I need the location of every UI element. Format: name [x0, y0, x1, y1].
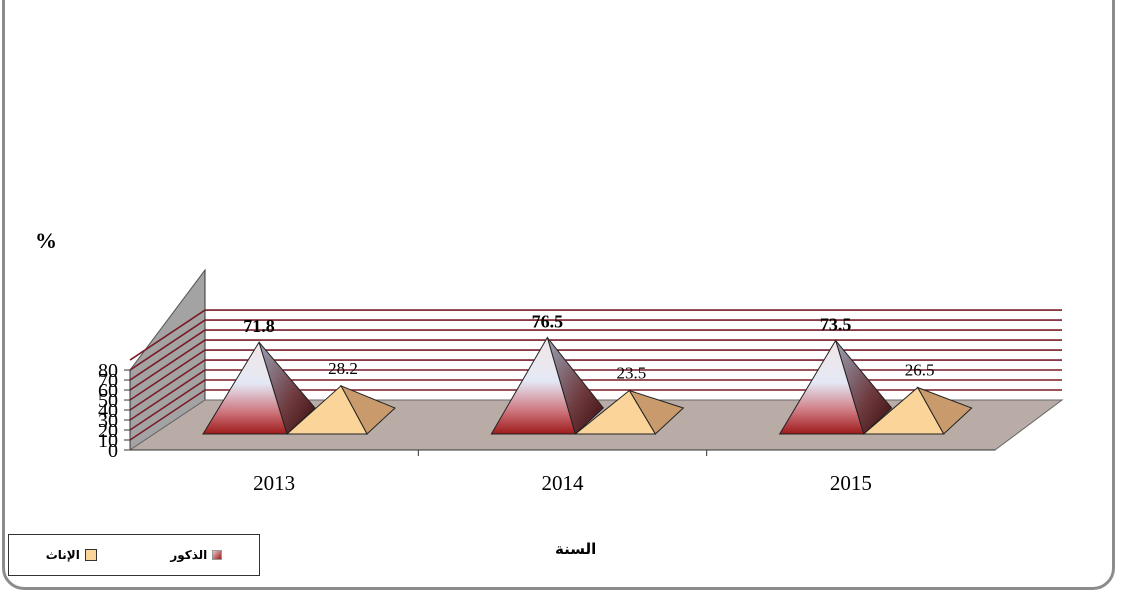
back-wall [205, 270, 1062, 400]
pyramid-female [285, 385, 368, 435]
y-tick-label: 20 [98, 420, 118, 442]
legend-item-male: الذكور [170, 548, 223, 562]
gridline-side [129, 309, 206, 361]
gridline-side [129, 389, 206, 441]
x-axis-label: السنة [555, 540, 597, 558]
data-label-male: 71.8 [243, 316, 275, 336]
data-label-male: 73.5 [820, 315, 852, 335]
y-tick-label: 40 [98, 400, 118, 422]
gridline-side [129, 339, 206, 391]
x-tick-label: 2014 [542, 471, 585, 495]
legend-label-male: الذكور [170, 548, 208, 562]
data-label-female: 26.5 [905, 361, 935, 380]
x-tick-label: 2013 [253, 471, 295, 495]
pyramid-female [573, 389, 657, 435]
legend-swatch-female [84, 549, 97, 561]
gridline-side [129, 329, 206, 381]
legend: الذكور الإناث [8, 534, 260, 576]
data-label-female: 23.5 [616, 364, 646, 383]
gridline-side [129, 379, 206, 431]
data-label-female: 28.2 [328, 359, 358, 378]
y-tick-label: 60 [98, 380, 118, 402]
legend-label-female: الإناث [45, 548, 80, 562]
legend-swatch-male [212, 550, 223, 560]
y-tick-label: 0 [108, 440, 118, 462]
gridline-side [129, 349, 206, 401]
y-tick-label: 30 [98, 410, 118, 432]
data-label-male: 76.5 [532, 312, 564, 332]
legend-item-female: الإناث [46, 548, 97, 562]
pyramid-male [490, 336, 576, 435]
y-tick-label: 70 [98, 370, 118, 392]
pyramid-female [862, 386, 945, 435]
x-tick-label: 2015 [830, 471, 872, 495]
y-tick-label: 10 [98, 430, 118, 452]
gridline-side [129, 369, 206, 421]
pyramid-male [778, 339, 865, 435]
y-tick-label: 80 [98, 360, 118, 382]
gridline-side [129, 359, 206, 411]
y-tick-label: 50 [98, 390, 118, 412]
y-axis-label: % [35, 228, 57, 253]
gridline-side [129, 319, 206, 371]
pyramid-male [202, 341, 288, 435]
